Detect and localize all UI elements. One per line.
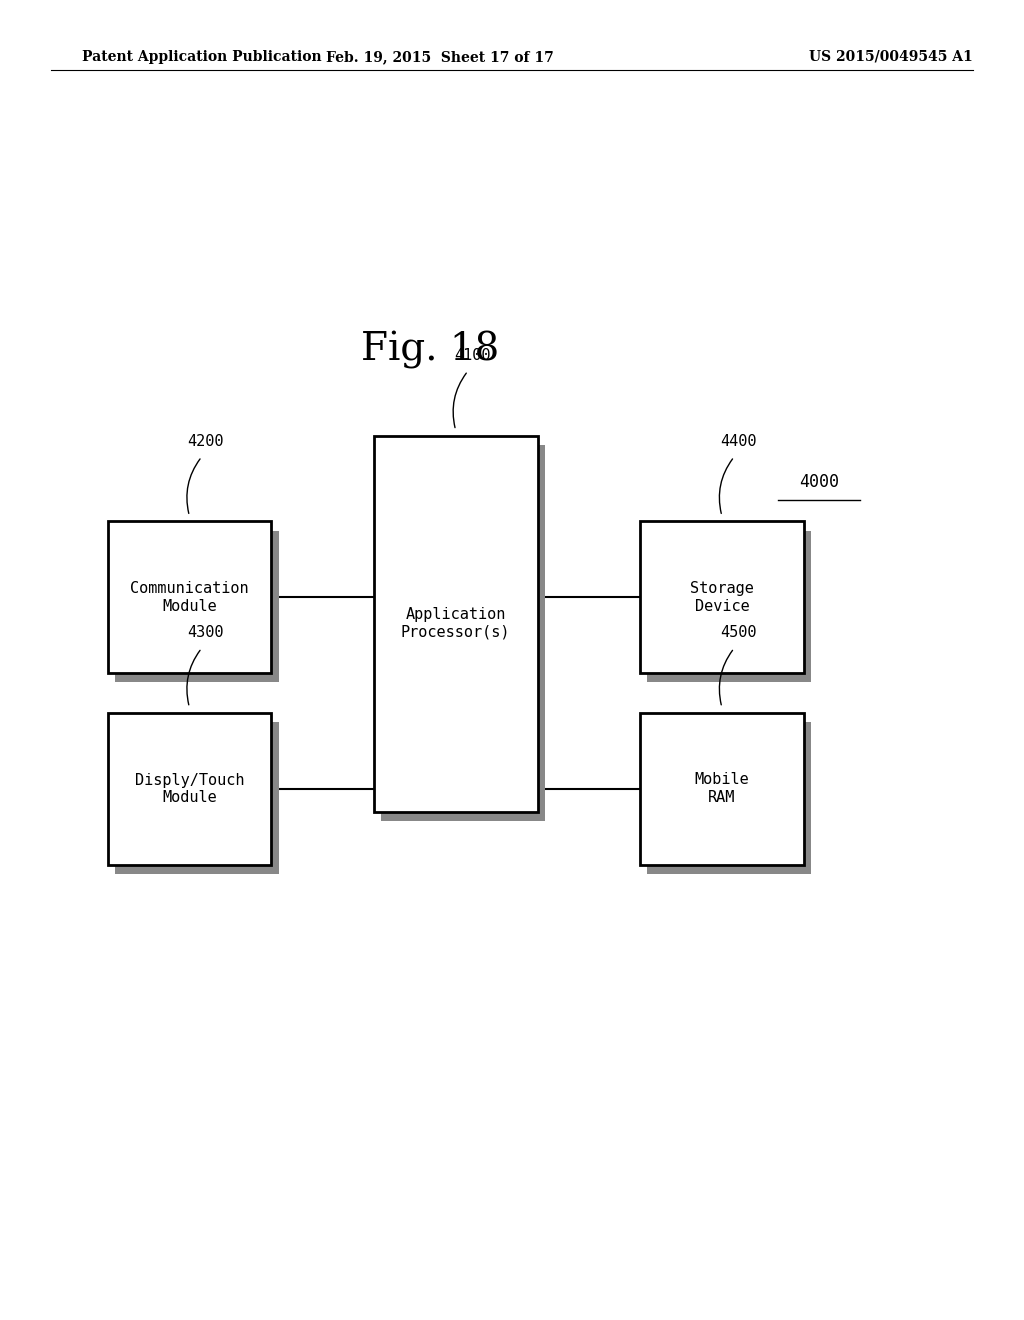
Text: Mobile
RAM: Mobile RAM [694, 772, 750, 805]
Text: Patent Application Publication: Patent Application Publication [82, 50, 322, 63]
Bar [381, 445, 545, 821]
Bar [640, 521, 804, 673]
Text: 4100: 4100 [454, 348, 490, 363]
Text: US 2015/0049545 A1: US 2015/0049545 A1 [809, 50, 973, 63]
Bar [640, 713, 804, 865]
Text: 4000: 4000 [799, 473, 840, 491]
Text: Communication
Module: Communication Module [130, 581, 249, 614]
Bar [115, 531, 279, 682]
Text: 4200: 4200 [187, 434, 224, 449]
Text: Disply/Touch
Module: Disply/Touch Module [135, 772, 244, 805]
Text: Storage
Device: Storage Device [690, 581, 754, 614]
Bar [108, 713, 271, 865]
Text: Feb. 19, 2015  Sheet 17 of 17: Feb. 19, 2015 Sheet 17 of 17 [327, 50, 554, 63]
Text: Fig. 18: Fig. 18 [360, 331, 500, 368]
Bar [374, 436, 538, 812]
Text: 4300: 4300 [187, 626, 224, 640]
Text: 4400: 4400 [720, 434, 757, 449]
Bar [647, 531, 811, 682]
Bar [108, 521, 271, 673]
Bar [115, 722, 279, 874]
Text: 4500: 4500 [720, 626, 757, 640]
Bar [647, 722, 811, 874]
Text: Application
Processor(s): Application Processor(s) [401, 607, 510, 640]
